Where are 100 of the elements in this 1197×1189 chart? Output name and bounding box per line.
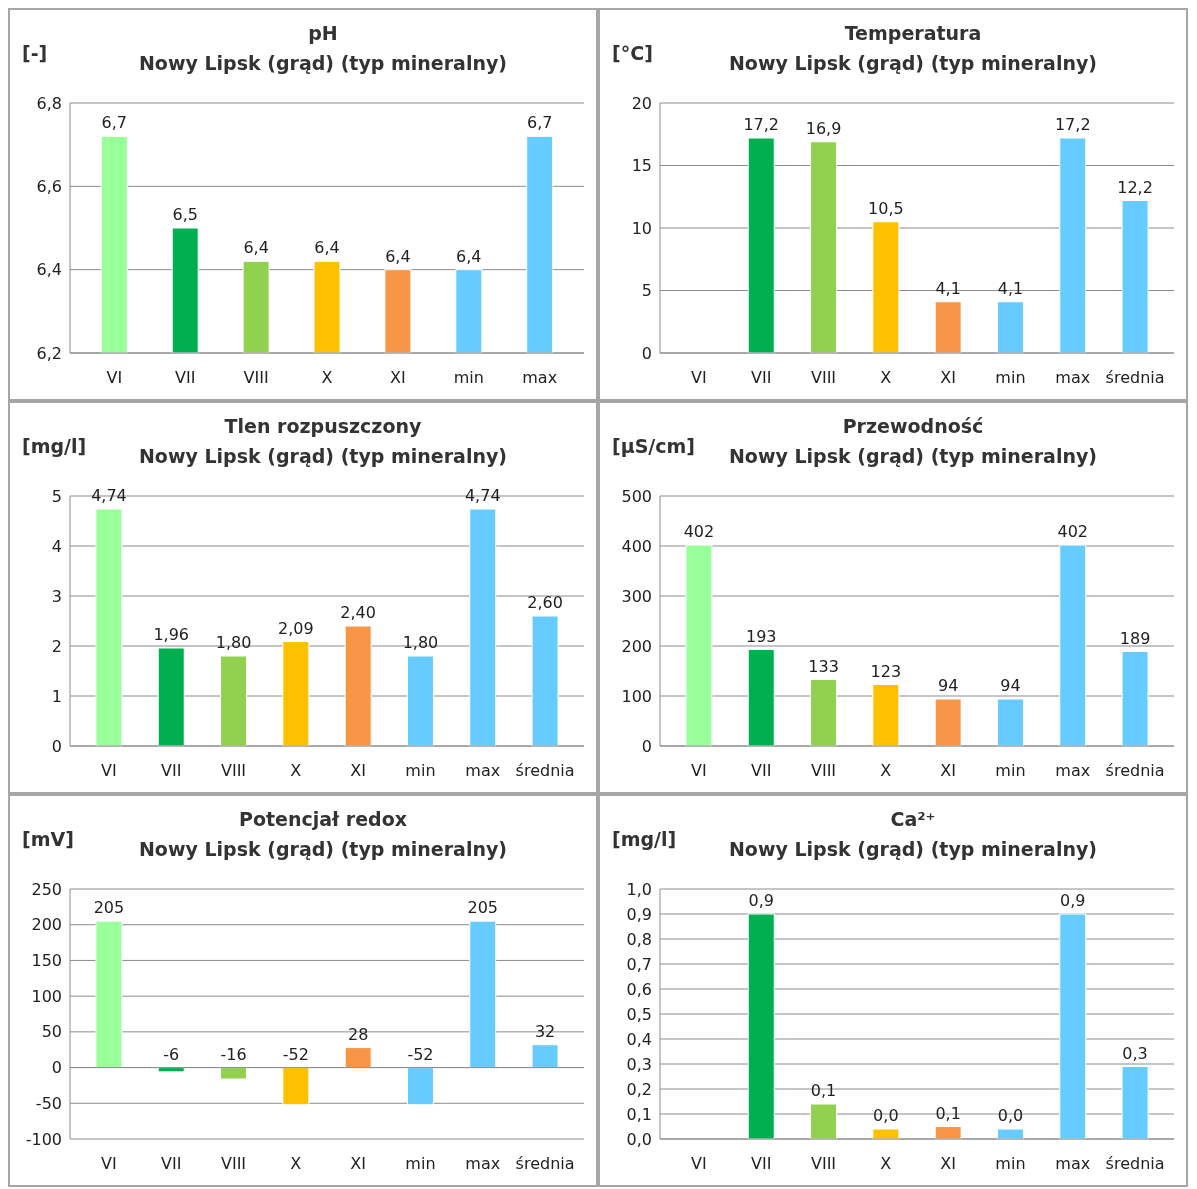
data-label: 4,74: [91, 486, 127, 505]
data-label: 1,80: [402, 633, 439, 652]
x-tick-label: VII: [751, 368, 772, 387]
x-tick-label: VI: [101, 761, 117, 780]
x-tick-label: max: [522, 368, 558, 387]
y-tick-label: 0,3: [626, 1054, 652, 1074]
x-tick-label: VII: [175, 368, 196, 387]
y-tick-label: 150: [31, 951, 62, 971]
y-tick-label: 2: [51, 636, 62, 656]
y-tick-label: -100: [25, 1129, 62, 1149]
x-tick-label: max: [1055, 1154, 1091, 1173]
x-tick-label: VIII: [220, 1154, 247, 1173]
data-label: 28: [347, 1024, 369, 1044]
y-tick-label: 0,7: [626, 954, 652, 974]
bar: [344, 625, 372, 747]
y-tick-label: 6,4: [36, 260, 62, 280]
x-tick-label: średnia: [515, 761, 575, 780]
x-tick-label: XI: [350, 761, 366, 780]
x-tick-label: VIII: [243, 368, 269, 387]
data-label: -52: [282, 1044, 309, 1064]
chart-subtitle: Nowy Lipsk (grąd) (typ mineralny): [728, 52, 1098, 74]
data-label: 6,4: [456, 246, 482, 266]
data-label: 4,1: [935, 278, 961, 298]
x-tick-label: XI: [350, 1154, 366, 1173]
y-tick-label: 50: [41, 1022, 62, 1042]
y-axis-title: [°C]: [612, 42, 653, 64]
data-label: 32: [534, 1021, 556, 1041]
y-tick-label: 250: [31, 879, 62, 899]
bar: [157, 1067, 185, 1073]
x-tick-label: max: [1055, 761, 1091, 780]
x-tick-label: VIII: [220, 761, 247, 780]
bar: [1121, 651, 1149, 747]
x-tick-label: średnia: [1105, 368, 1165, 387]
bar: [934, 698, 962, 747]
y-axis-title: [-]: [22, 42, 48, 64]
bar: [157, 647, 185, 747]
x-tick-label: XI: [390, 368, 406, 387]
y-tick-label: 6,6: [36, 176, 62, 196]
x-tick-label: XI: [940, 761, 956, 780]
chart-subtitle: Nowy Lipsk (grąd) (typ mineralny): [728, 838, 1098, 860]
y-tick-label: 100: [31, 986, 62, 1006]
y-tick-label: 400: [621, 536, 652, 556]
bar: [1059, 137, 1087, 354]
chart-subtitle: Nowy Lipsk (grąd) (typ mineralny): [138, 52, 508, 74]
y-tick-label: 0,6: [626, 979, 652, 999]
data-label: 205: [467, 898, 499, 918]
y-tick-label: 15: [631, 156, 652, 176]
y-tick-label: 200: [621, 636, 652, 656]
data-label: 6,7: [526, 113, 553, 133]
x-tick-label: max: [465, 1154, 501, 1173]
chart-title: pH: [308, 22, 338, 44]
bar: [872, 684, 900, 747]
data-label: 6,4: [385, 246, 411, 266]
bar: [747, 137, 775, 354]
data-label: 6,7: [101, 113, 128, 133]
bar: [1059, 913, 1087, 1140]
data-label: 189: [1119, 628, 1151, 648]
y-tick-label: 0: [641, 343, 652, 363]
bar: [220, 655, 248, 747]
y-tick-label: 0,8: [626, 929, 652, 949]
data-label: 0,0: [873, 1106, 899, 1125]
bar: [934, 301, 962, 354]
bar: [996, 301, 1024, 354]
chart-title: Potencjał redox: [239, 808, 407, 830]
data-label: -16: [220, 1044, 247, 1064]
data-label: 4,1: [997, 278, 1024, 298]
y-tick-label: 0: [51, 736, 62, 756]
x-tick-label: X: [880, 761, 892, 780]
bar: [1121, 200, 1149, 354]
data-label: 94: [1000, 676, 1021, 695]
x-tick-label: X: [290, 761, 302, 780]
data-label: 12,2: [1117, 177, 1153, 197]
y-tick-label: 5: [51, 486, 62, 506]
x-tick-label: min: [995, 1154, 1026, 1173]
chart-title: Ca²⁺: [890, 808, 936, 830]
x-tick-label: XI: [940, 1154, 956, 1173]
x-tick-label: VII: [161, 1154, 182, 1173]
x-tick-label: VIII: [810, 1154, 837, 1173]
chart-title: Tlen rozpuszczony: [224, 415, 422, 437]
data-label: 16,9: [805, 118, 842, 138]
x-tick-label: średnia: [515, 1154, 575, 1173]
bar: [531, 615, 559, 747]
bar: [469, 508, 497, 747]
x-tick-label: VI: [691, 1154, 707, 1173]
bar: [810, 679, 838, 747]
chart-title: Temperatura: [844, 22, 982, 44]
data-label: 4,74: [464, 486, 501, 505]
bar: [872, 221, 900, 354]
bar: [344, 1047, 372, 1069]
data-label: -52: [407, 1044, 434, 1064]
y-tick-label: 0: [51, 1058, 62, 1078]
data-label: 17,2: [1054, 115, 1091, 134]
bar: [220, 1067, 248, 1080]
y-tick-label: 0,0: [626, 1129, 652, 1149]
x-tick-label: VI: [101, 1154, 117, 1173]
bar: [531, 1044, 559, 1069]
x-tick-label: VII: [751, 1154, 772, 1173]
bar: [872, 1128, 900, 1140]
bar: [469, 920, 497, 1069]
x-tick-label: min: [453, 368, 484, 387]
